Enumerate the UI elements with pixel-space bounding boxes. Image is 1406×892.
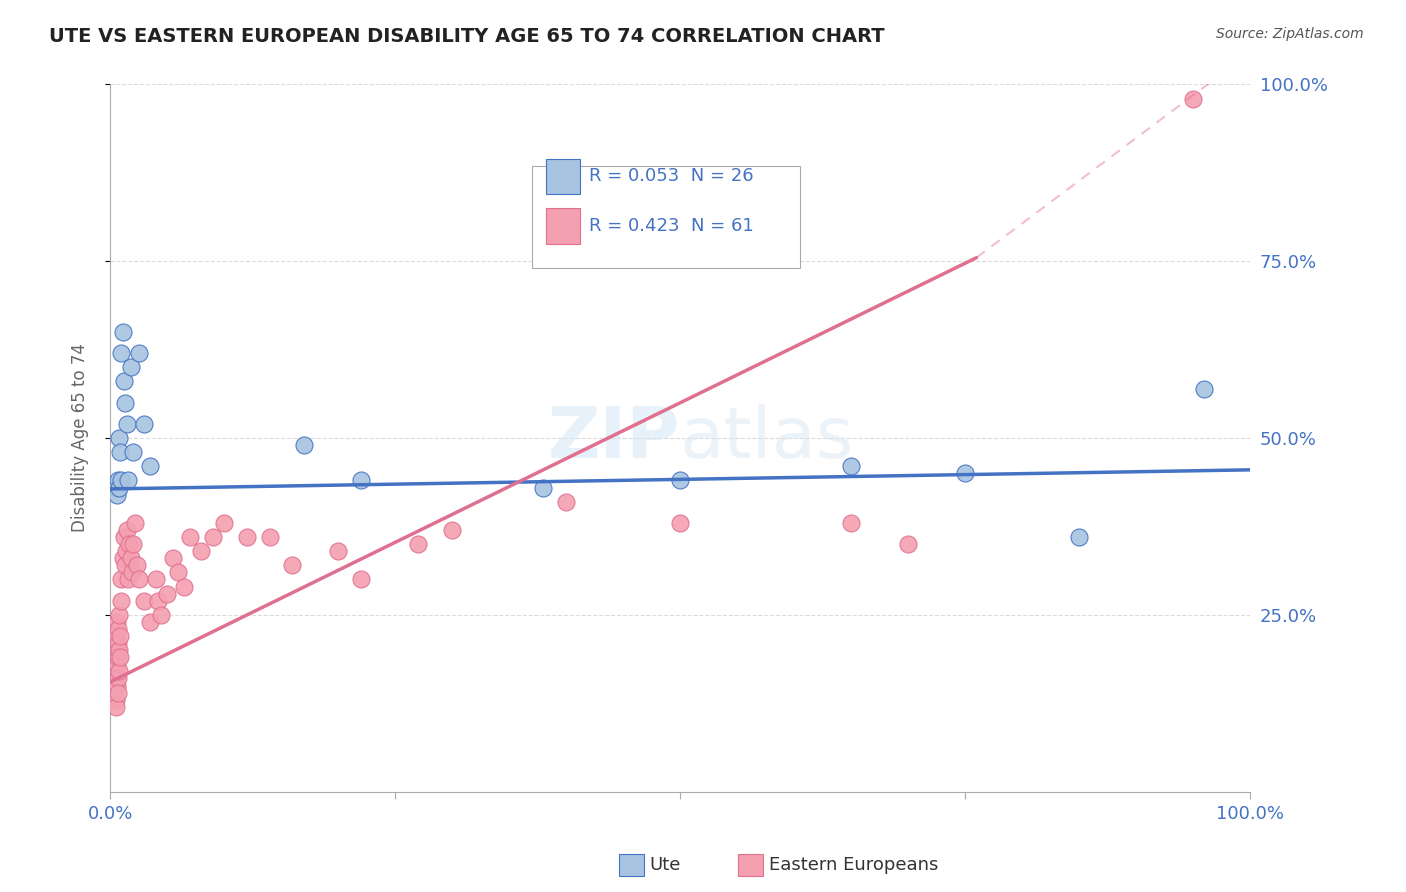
Point [110, 346, 132, 360]
Bar [546, 159, 579, 194]
Point [120, 360, 142, 375]
Point [281, 558, 304, 573]
Point [107, 474, 129, 488]
Point [104, 650, 127, 665]
Point [104, 629, 127, 643]
Point [104, 679, 127, 693]
Point [108, 481, 131, 495]
Point [107, 672, 129, 686]
Point [1182, 92, 1205, 106]
Point [555, 494, 578, 508]
Point [114, 395, 136, 409]
Point [117, 573, 139, 587]
Point [128, 346, 150, 360]
Point [107, 685, 129, 699]
Point [839, 459, 862, 474]
Point [1067, 530, 1090, 544]
Point [326, 544, 349, 558]
Point [190, 544, 212, 558]
Point [134, 417, 156, 431]
FancyBboxPatch shape [531, 166, 800, 268]
Point [350, 474, 373, 488]
Point [110, 474, 132, 488]
Point [105, 679, 128, 693]
Point [115, 523, 138, 537]
Point [104, 481, 127, 495]
Point [108, 607, 131, 622]
Text: ZIP: ZIP [548, 403, 681, 473]
Point [112, 375, 135, 389]
Point [105, 657, 128, 672]
Point [121, 566, 143, 580]
Point [104, 699, 127, 714]
Point [839, 516, 862, 530]
Point [156, 586, 179, 600]
Point [111, 551, 134, 566]
Point [108, 431, 131, 445]
Point [145, 573, 167, 587]
Text: UTE VS EASTERN EUROPEAN DISABILITY AGE 65 TO 74 CORRELATION CHART: UTE VS EASTERN EUROPEAN DISABILITY AGE 6… [49, 27, 884, 45]
Point [110, 573, 132, 587]
Text: R = 0.053  N = 26: R = 0.053 N = 26 [589, 168, 754, 186]
Point [104, 672, 127, 686]
Point [531, 481, 554, 495]
Point [292, 438, 315, 452]
Point [167, 566, 190, 580]
Point [201, 530, 224, 544]
Point [115, 544, 138, 558]
Point [441, 523, 464, 537]
Point [953, 467, 976, 481]
Point [122, 537, 145, 551]
Point [103, 665, 125, 679]
Point [108, 665, 131, 679]
Point [114, 558, 136, 573]
Point [107, 622, 129, 636]
Point [105, 487, 128, 501]
Point [134, 593, 156, 607]
Point [111, 325, 134, 339]
Point [110, 593, 132, 607]
Point [118, 537, 141, 551]
Point [669, 516, 692, 530]
Point [406, 537, 429, 551]
Point [127, 558, 149, 573]
Point [173, 580, 195, 594]
Point [112, 530, 135, 544]
Point [110, 629, 132, 643]
Point [146, 593, 169, 607]
Text: Source: ZipAtlas.com: Source: ZipAtlas.com [1216, 27, 1364, 41]
Point [1194, 382, 1216, 396]
Point [259, 530, 281, 544]
Point [110, 650, 132, 665]
Point [115, 417, 138, 431]
Point [150, 607, 173, 622]
Bar [546, 208, 579, 244]
Point [105, 643, 128, 657]
Point [122, 445, 145, 459]
Point [108, 643, 131, 657]
Point [120, 551, 142, 566]
Point [107, 650, 129, 665]
Point [124, 516, 146, 530]
Point [105, 615, 128, 629]
Point [139, 615, 162, 629]
Point [139, 459, 162, 474]
Text: R = 0.423  N = 61: R = 0.423 N = 61 [589, 217, 754, 235]
Point [110, 445, 132, 459]
Point [669, 474, 692, 488]
Y-axis label: Disability Age 65 to 74: Disability Age 65 to 74 [72, 343, 89, 533]
Point [179, 530, 201, 544]
Point [162, 551, 184, 566]
Point [117, 474, 139, 488]
Point [128, 573, 150, 587]
Text: Ute: Ute [650, 856, 681, 874]
Point [897, 537, 920, 551]
Point [236, 530, 259, 544]
Text: atlas: atlas [681, 403, 855, 473]
Point [350, 573, 373, 587]
Point [104, 692, 127, 706]
Text: Eastern Europeans: Eastern Europeans [769, 856, 938, 874]
Point [107, 636, 129, 650]
Point [212, 516, 235, 530]
